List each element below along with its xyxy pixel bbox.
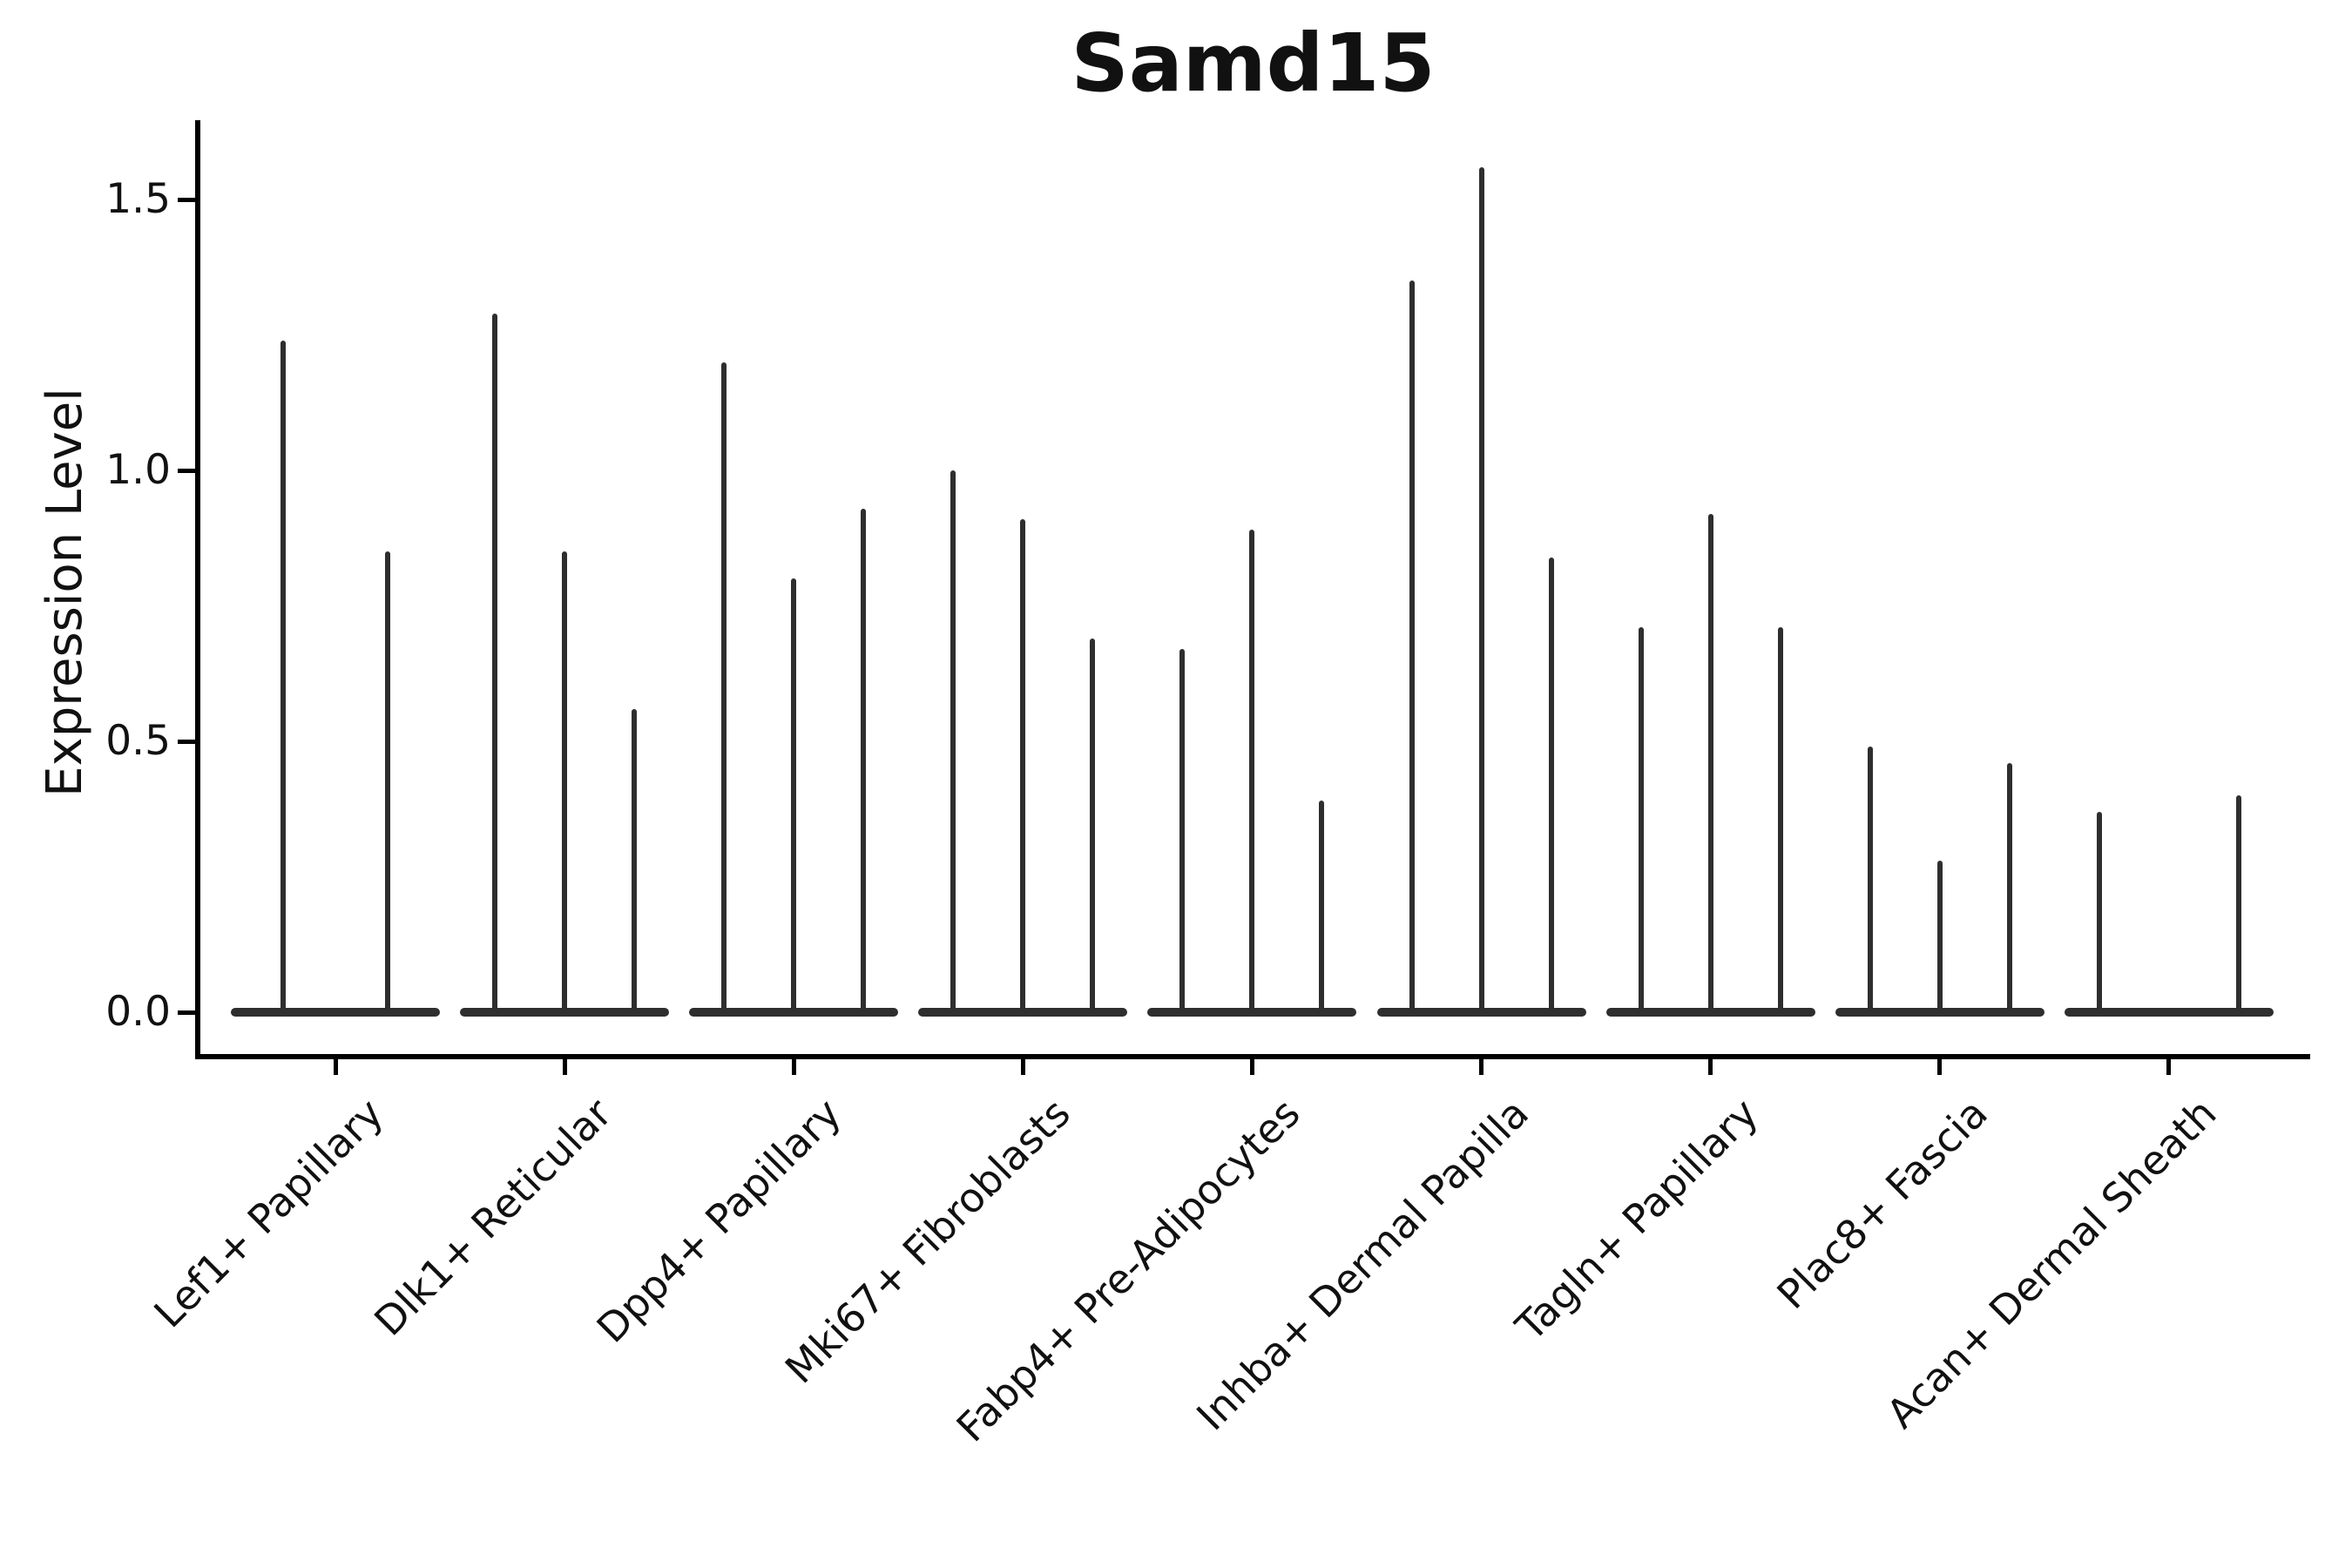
violin-spike (1638, 627, 1644, 1017)
violin-spike (1867, 747, 1873, 1017)
violin-spike (2006, 762, 2012, 1017)
x-tick-mark (2166, 1059, 2172, 1075)
violin-spike (1478, 166, 1484, 1017)
violin-spike (385, 551, 390, 1017)
y-tick-label: 0.5 (105, 717, 171, 765)
x-tick-mark (1937, 1059, 1943, 1075)
x-tick-mark (791, 1059, 796, 1075)
violin-spike (1707, 513, 1713, 1017)
x-tick-mark (562, 1059, 567, 1075)
violin-spike (1777, 627, 1783, 1017)
violin-spike (2096, 811, 2102, 1017)
violin-spike (1409, 280, 1415, 1017)
y-tick-mark (178, 197, 195, 202)
y-axis-spine (195, 120, 200, 1059)
x-tick-mark (1249, 1059, 1254, 1075)
x-tick-label: Dlk1+ Reticular (365, 1089, 621, 1345)
chart-title: Samd15 (1071, 17, 1436, 110)
x-tick-label: Tagln+ Papillary (1506, 1089, 1767, 1350)
violin-spike (280, 340, 286, 1017)
x-tick-mark (1020, 1059, 1025, 1075)
y-tick-label: 1.0 (105, 446, 171, 494)
violin-spike (1090, 638, 1096, 1017)
x-tick-label: Lef1+ Papillary (144, 1089, 392, 1337)
violin-spike (1319, 801, 1325, 1017)
violin-spike (791, 578, 797, 1017)
violin-base (2064, 1008, 2274, 1017)
x-tick-mark (333, 1059, 338, 1075)
violin-base (231, 1008, 440, 1017)
y-tick-label: 1.5 (105, 175, 171, 223)
x-tick-mark (1479, 1059, 1484, 1075)
violin-spike (950, 470, 956, 1017)
x-tick-mark (1708, 1059, 1713, 1075)
violin-spike (2235, 795, 2241, 1017)
y-tick-mark (178, 468, 195, 473)
y-tick-label: 0.0 (105, 988, 171, 1036)
x-tick-label: Dpp4+ Papillary (587, 1089, 850, 1352)
y-tick-mark (178, 1010, 195, 1015)
x-axis-spine (195, 1054, 2310, 1059)
violin-spike (1249, 530, 1255, 1017)
x-tick-label: Plac8+ Fascia (1767, 1089, 1997, 1318)
violin-spike (861, 508, 867, 1017)
violin-spike (721, 362, 727, 1017)
violin-spike (1936, 860, 1943, 1017)
y-tick-mark (178, 739, 195, 744)
violin-spike (1179, 649, 1186, 1017)
violin-spike (492, 313, 498, 1017)
violin-spike (562, 551, 568, 1017)
violin-spike (632, 708, 638, 1017)
violin-spike (1020, 518, 1026, 1017)
y-axis-label: Expression Level (37, 388, 93, 797)
violin-spike (1548, 557, 1554, 1017)
